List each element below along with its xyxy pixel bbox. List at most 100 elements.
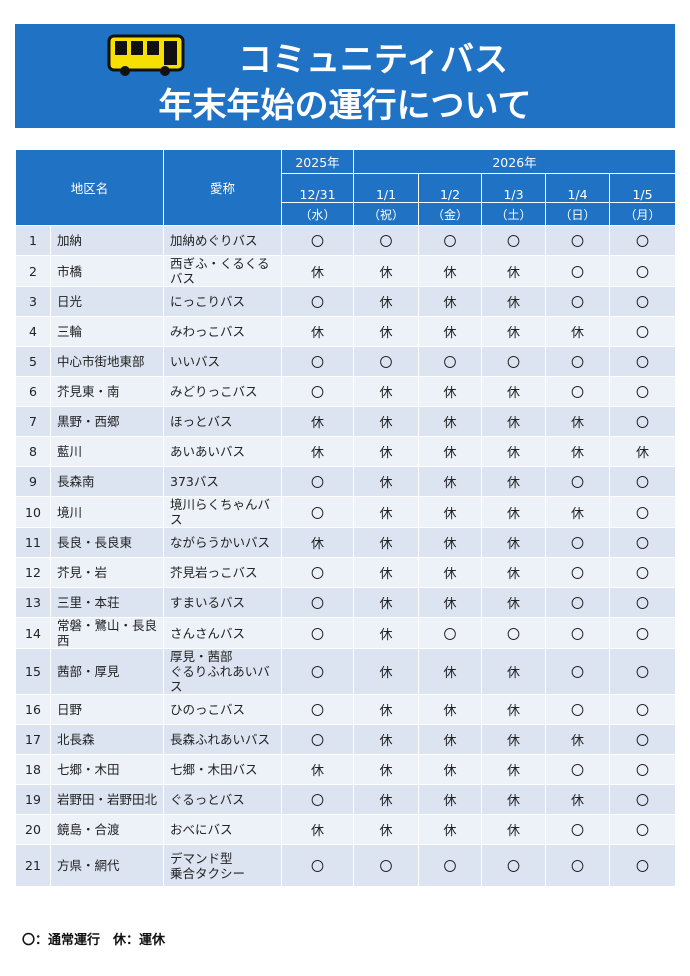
status-cell: 〇 xyxy=(353,225,420,256)
status-cell: 休 xyxy=(353,557,420,588)
row-number: 5 xyxy=(15,346,51,377)
row-number: 17 xyxy=(15,724,51,755)
status-cell: 〇 xyxy=(609,814,677,845)
status-cell: 休 xyxy=(418,648,483,695)
status-cell: 休 xyxy=(353,754,420,785)
name-cell: おべにバス xyxy=(163,814,283,845)
date-cell: 12/31 xyxy=(281,173,355,203)
table-row: 9 長森南 373バス〇休休休〇〇 xyxy=(15,466,677,497)
status-cell: 〇 xyxy=(609,316,677,347)
status-cell: 〇 xyxy=(609,617,677,649)
status-cell: 休 xyxy=(545,724,611,755)
name-cell: ぐるっとバス xyxy=(163,784,283,815)
row-number: 6 xyxy=(15,376,51,407)
status-cell: 〇 xyxy=(281,784,355,815)
status-cell: 休 xyxy=(418,784,483,815)
status-cell: 〇 xyxy=(281,844,355,887)
status-cell: 休 xyxy=(281,814,355,845)
status-cell: 休 xyxy=(418,466,483,497)
schedule-table: 地区名 愛称 2025年 2026年 12/31 1/1 1/2 1/3 1/4 1/5 （水） （祝… xyxy=(14,149,677,887)
area-cell: 市橋 xyxy=(49,255,165,287)
status-cell: 〇 xyxy=(609,496,677,528)
area-cell: 日野 xyxy=(49,694,165,725)
status-cell: 〇 xyxy=(545,844,611,887)
status-cell: 休 xyxy=(281,406,355,437)
header-row: 地区名 愛称 2025年 2026年 xyxy=(14,149,677,226)
status-cell: 〇 xyxy=(418,346,483,377)
table-row: 19 岩野田・岩野田北 ぐるっとバス〇休休休休〇 xyxy=(15,784,677,815)
row-number: 12 xyxy=(15,557,51,588)
table-row: 14 常磐・鷺山・長良西 さんさんバス〇休〇〇〇〇 xyxy=(15,617,677,649)
name-cell: 加納めぐりバス xyxy=(163,225,283,256)
status-cell: 〇 xyxy=(609,466,677,497)
status-cell: 〇 xyxy=(609,346,677,377)
status-cell: 〇 xyxy=(545,754,611,785)
header-cell: 2026年 xyxy=(353,149,677,174)
status-cell: 〇 xyxy=(609,557,677,588)
status-cell: 休 xyxy=(353,648,420,695)
status-cell: 〇 xyxy=(481,844,547,887)
status-cell: 〇 xyxy=(609,225,677,256)
name-cell: さんさんバス xyxy=(163,617,283,649)
status-cell: 〇 xyxy=(609,255,677,287)
status-cell: 〇 xyxy=(545,648,611,695)
table-row: 11 長良・長良東 ながらうかいバス休休休休〇〇 xyxy=(15,527,677,558)
status-cell: 休 xyxy=(481,648,547,695)
table-row: 15 茜部・厚見 厚見・茜部 ぐるりふれあいバス〇休休休〇〇 xyxy=(15,648,677,695)
row-number: 15 xyxy=(15,648,51,695)
name-cell: ひのっこバス xyxy=(163,694,283,725)
table-row: 13 三里・本荘 すまいるバス〇休休休〇〇 xyxy=(15,587,677,618)
status-cell: 休 xyxy=(418,754,483,785)
status-cell: 〇 xyxy=(281,587,355,618)
status-cell: 休 xyxy=(418,376,483,407)
status-cell: 〇 xyxy=(609,527,677,558)
status-cell: 休 xyxy=(481,694,547,725)
name-cell: みわっこバス xyxy=(163,316,283,347)
area-cell: 黒野・西郷 xyxy=(49,406,165,437)
status-cell: 休 xyxy=(418,406,483,437)
status-cell: 〇 xyxy=(281,286,355,317)
status-cell: 〇 xyxy=(545,466,611,497)
name-cell: 七郷・木田バス xyxy=(163,754,283,785)
status-cell: 〇 xyxy=(353,844,420,887)
status-cell: 休 xyxy=(481,724,547,755)
row-number: 11 xyxy=(15,527,51,558)
table-row: 6 芥見東・南 みどりっこバス〇休休休〇〇 xyxy=(15,376,677,407)
title-banner: コミュニティバス 年末年始の運行について xyxy=(15,24,675,128)
row-number: 10 xyxy=(15,496,51,528)
status-cell: 〇 xyxy=(281,557,355,588)
status-cell: 休 xyxy=(353,694,420,725)
status-cell: 休 xyxy=(353,436,420,467)
name-cell: 長森ふれあいバス xyxy=(163,724,283,755)
area-cell: 日光 xyxy=(49,286,165,317)
area-cell: 常磐・鷺山・長良西 xyxy=(49,617,165,649)
status-cell: 〇 xyxy=(545,376,611,407)
status-cell: 休 xyxy=(418,527,483,558)
header-cell: 2025年 xyxy=(281,149,355,174)
status-cell: 休 xyxy=(353,784,420,815)
area-cell: 藍川 xyxy=(49,436,165,467)
status-cell: 〇 xyxy=(609,286,677,317)
name-cell: 芥見岩っこバス xyxy=(163,557,283,588)
weekday-cell: （土） xyxy=(481,202,547,226)
name-cell: ながらうかいバス xyxy=(163,527,283,558)
status-cell: 休 xyxy=(353,255,420,287)
weekday-cell: （水） xyxy=(281,202,355,226)
status-cell: 休 xyxy=(481,527,547,558)
status-cell: 休 xyxy=(418,316,483,347)
status-cell: 休 xyxy=(481,316,547,347)
area-cell: 長森南 xyxy=(49,466,165,497)
row-number: 14 xyxy=(15,617,51,649)
table-row: 7 黒野・西郷 ほっとバス休休休休休〇 xyxy=(15,406,677,437)
weekday-cell: （金） xyxy=(418,202,483,226)
weekday-cell: （祝） xyxy=(353,202,420,226)
row-number: 18 xyxy=(15,754,51,785)
status-cell: 休 xyxy=(481,814,547,845)
status-cell: 〇 xyxy=(609,784,677,815)
area-cell: 方県・網代 xyxy=(49,844,165,887)
status-cell: 〇 xyxy=(281,694,355,725)
status-cell: 〇 xyxy=(281,376,355,407)
status-cell: 休 xyxy=(281,316,355,347)
row-number: 13 xyxy=(15,587,51,618)
